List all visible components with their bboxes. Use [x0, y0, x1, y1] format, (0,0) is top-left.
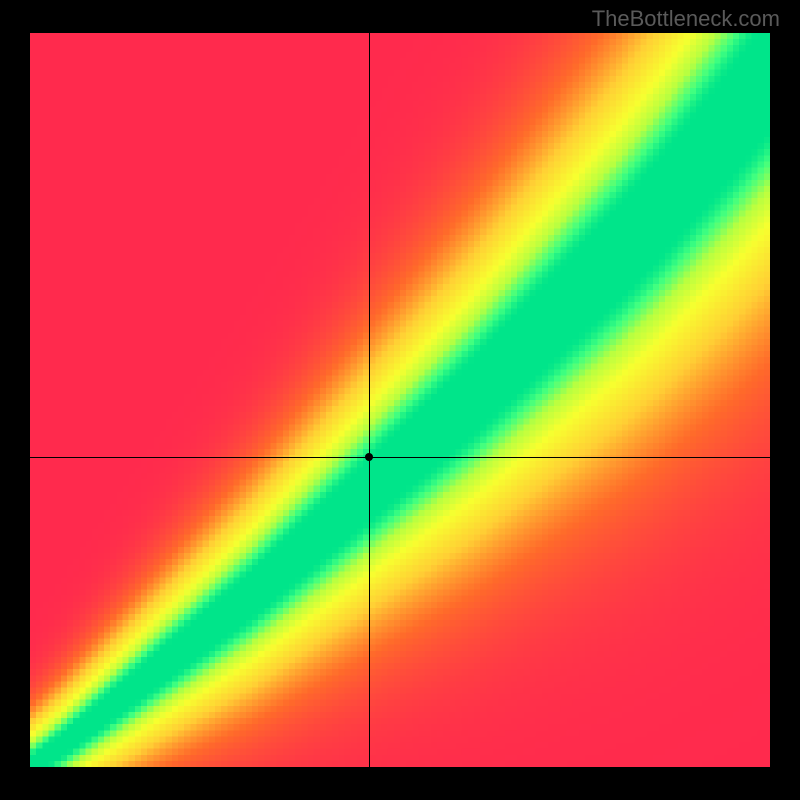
watermark-text: TheBottleneck.com [592, 6, 780, 32]
crosshair-horizontal [30, 457, 770, 458]
heatmap-plot [30, 33, 770, 767]
crosshair-point [365, 453, 373, 461]
chart-container: TheBottleneck.com [0, 0, 800, 800]
crosshair-vertical [369, 33, 370, 767]
heatmap-canvas [30, 33, 770, 767]
